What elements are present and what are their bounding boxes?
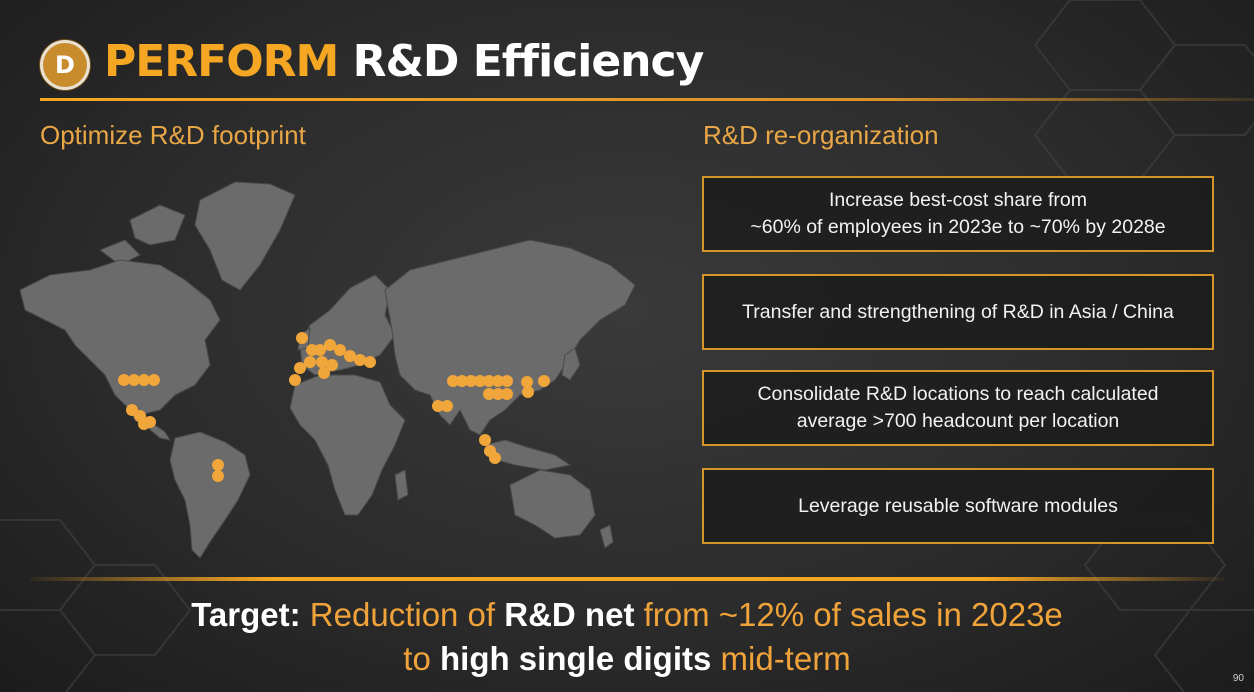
location-dot-icon	[304, 356, 316, 368]
section-badge: D	[40, 40, 90, 90]
reorg-box-text: Consolidate R&D locations to reach calcu…	[757, 383, 1159, 432]
australia-shape	[509, 469, 596, 539]
target-line-1: Target: Reduction of R&D net from ~12% o…	[0, 596, 1254, 634]
location-dot-icon	[441, 400, 453, 412]
target-text: mid-term	[720, 640, 851, 677]
location-dot-icon	[521, 376, 533, 388]
location-dot-icon	[492, 375, 504, 387]
location-dot-icon	[324, 339, 336, 351]
target-text: to	[403, 640, 431, 677]
location-dot-icon	[479, 434, 491, 446]
location-dot-icon	[144, 416, 156, 428]
location-dot-icon	[501, 388, 513, 400]
badge-letter: D	[55, 51, 75, 79]
target-label: Target:	[191, 596, 301, 633]
north-america-shape	[19, 259, 221, 416]
location-dot-icon	[334, 344, 346, 356]
target-divider	[30, 577, 1224, 581]
location-dot-icon	[465, 375, 477, 387]
location-dot-icon	[296, 332, 308, 344]
location-dot-icon	[289, 374, 301, 386]
location-dot-icon	[456, 375, 468, 387]
right-heading: R&D re-organization	[703, 120, 939, 150]
reorg-box-consolidate: Consolidate R&D locations to reach calcu…	[702, 370, 1214, 446]
reorg-box-asia-china: Transfer and strengthening of R&D in Asi…	[702, 274, 1214, 350]
location-dot-icon	[354, 354, 366, 366]
reorg-box-text: Leverage reusable software modules	[798, 494, 1118, 517]
location-dot-icon	[447, 375, 459, 387]
asia-shape	[384, 239, 636, 436]
location-dot-icon	[314, 344, 326, 356]
reorg-box-text: Transfer and strengthening of R&D in Asi…	[742, 300, 1174, 323]
location-dot-icon	[501, 375, 513, 387]
greenland-shape	[194, 181, 296, 291]
location-dot-icon	[474, 375, 486, 387]
title-highlight: PERFORM	[104, 36, 339, 87]
location-dot-icon	[344, 350, 356, 362]
africa-shape	[289, 374, 406, 516]
title-rest: R&D Efficiency	[352, 36, 705, 87]
location-dot-icon	[483, 388, 495, 400]
south-america-shape	[169, 431, 251, 559]
location-dot-icon	[138, 374, 150, 386]
target-text: Reduction of	[309, 596, 496, 633]
location-dot-icon	[318, 367, 330, 379]
japan-shape	[561, 347, 581, 381]
reorg-box-software-modules: Leverage reusable software modules	[702, 468, 1214, 544]
location-dot-icon	[212, 459, 224, 471]
location-dot-icon	[492, 388, 504, 400]
location-dot-icon	[128, 374, 140, 386]
location-dot-icon	[483, 375, 495, 387]
left-heading: Optimize R&D footprint	[40, 120, 306, 150]
target-line-2: to high single digits mid-term	[0, 640, 1254, 678]
location-dot-icon	[489, 452, 501, 464]
location-dot-icon	[522, 386, 534, 398]
location-dot-icon	[294, 362, 306, 374]
arctic-islands-shape	[129, 204, 186, 246]
location-dot-icon	[538, 375, 550, 387]
location-dot-icon	[316, 356, 328, 368]
page-number: 90	[1232, 673, 1244, 684]
page-title: PERFORM R&D Efficiency	[104, 36, 705, 87]
target-emphasis: high single digits	[440, 640, 712, 677]
reorg-box-best-cost: Increase best-cost share from ~60% of em…	[702, 176, 1214, 252]
target-text: from ~12% of sales in 2023e	[643, 596, 1063, 633]
world-map	[19, 181, 636, 559]
location-dot-icon	[364, 356, 376, 368]
location-dot-icon	[118, 374, 130, 386]
reorg-box-text: Increase best-cost share from ~60% of em…	[750, 189, 1166, 238]
location-dot-icon	[432, 400, 444, 412]
title-underline	[40, 98, 1254, 101]
target-emphasis: R&D net	[504, 596, 635, 633]
location-dot-icon	[212, 470, 224, 482]
location-dot-icon	[148, 374, 160, 386]
location-dot-icon	[326, 359, 338, 371]
